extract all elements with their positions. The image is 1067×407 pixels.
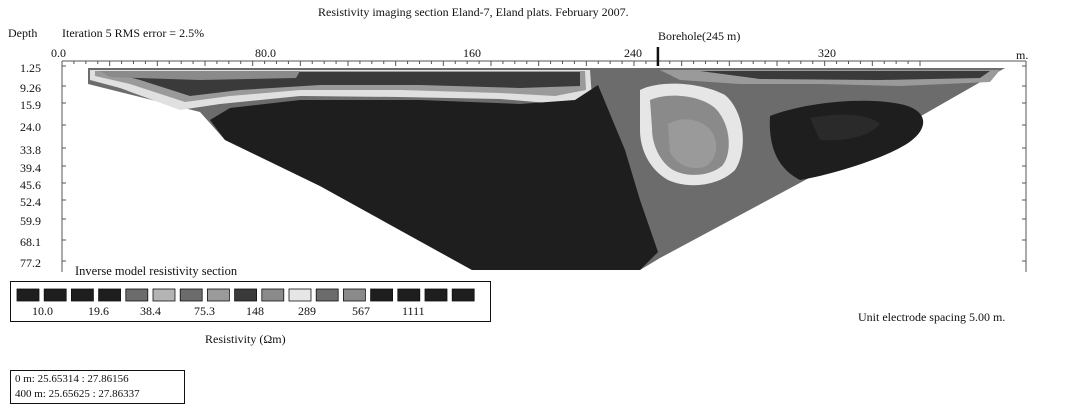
legend-swatch [424,288,448,302]
depth-tick-label: 39.4 [20,161,41,175]
depth-tick-label: 77.2 [20,256,41,270]
legend-swatch [451,288,475,302]
legend-value-label: 1111 [402,304,425,318]
depth-tick-label: 33.8 [20,143,41,157]
side-axis-ticks [62,65,1026,262]
legend-swatch [370,288,394,302]
legend-swatch [288,288,312,302]
surface-lens-left [100,71,300,80]
legend-value-label: 19.6 [88,304,109,318]
coordinates-box: 0 m: 25.65314 : 27.86156 400 m: 25.65625… [10,370,185,404]
iteration-label: Iteration 5 RMS error = 2.5% [62,26,205,40]
legend-swatch [179,288,203,302]
legend-swatch [16,288,40,302]
borehole-label: Borehole(245 m) [658,29,741,43]
conductive-zone-right-core [810,114,880,141]
resistive-loop-inner [668,119,717,169]
depth-axis-label: Depth [8,26,38,40]
legend-value-label: 10.0 [32,304,53,318]
legend-swatch [206,288,230,302]
legend-swatch [152,288,176,302]
legend-swatch [397,288,421,302]
legend-value-label: 567 [352,304,370,318]
legend-swatch [261,288,285,302]
resistivity-legend [10,281,491,322]
x-unit-label: m. [1016,48,1029,62]
electrode-spacing-label: Unit electrode spacing 5.00 m. [858,310,1006,324]
legend-swatch [43,288,67,302]
coordinate-start: 0 m: 25.65314 : 27.86156 [15,373,129,385]
legend-swatch [342,288,366,302]
legend-swatch [234,288,258,302]
legend-swatch [98,288,121,302]
depth-tick-label: 24.0 [20,120,41,134]
depth-tick-label: 45.6 [20,178,41,192]
depth-tick-label: 15.9 [20,98,41,112]
legend-swatch [71,288,94,302]
legend-value-label: 289 [298,304,316,318]
x-tick-label: 160 [463,46,481,60]
x-tick-label: 80.0 [255,46,276,60]
top-axis-ticks [61,61,921,66]
depth-tick-label: 1.25 [20,61,41,75]
depth-tick-label: 52.4 [20,195,41,209]
surface-lens-right-inner [700,71,990,80]
legend-value-label: 148 [246,304,264,318]
legend-value-label: 75.3 [194,304,215,318]
resistivity-body [88,68,1005,270]
depth-tick-label: 9.26 [20,81,41,95]
section-label: Inverse model resistivity section [75,264,238,278]
legend-swatch [125,288,149,302]
x-tick-label: 0.0 [51,46,66,60]
conductive-zone-left [210,85,658,270]
legend-swatches [16,288,475,302]
resistivity-unit-label: Resistivity (Ωm) [205,332,286,346]
depth-tick-label: 59.9 [20,214,41,228]
depth-tick-label: 68.1 [20,235,41,249]
conductive-zone-right [769,100,924,180]
legend-swatch [315,288,339,302]
x-tick-label: 320 [818,46,836,60]
section-title: Resistivity imaging section Eland-7, Ela… [318,5,629,19]
coordinate-end: 400 m: 25.65625 : 27.86337 [15,388,140,400]
legend-value-label: 38.4 [140,304,161,318]
x-tick-label: 240 [624,46,642,60]
